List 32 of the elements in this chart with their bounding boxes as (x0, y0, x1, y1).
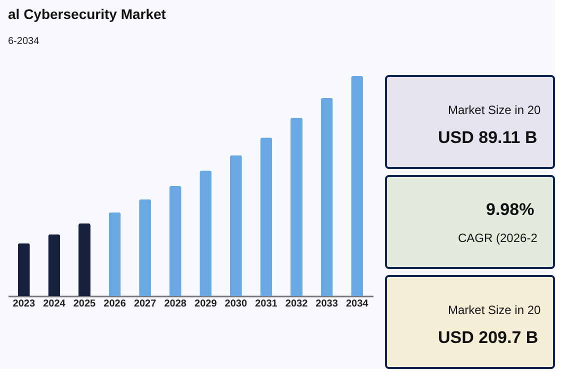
x-tick-label: 2025 (73, 298, 96, 310)
x-tick-label: 2023 (12, 298, 36, 310)
x-tick-label: 2031 (255, 298, 278, 310)
bar (351, 76, 364, 296)
chart-subtitle: 6-2034 (8, 36, 40, 47)
x-tick-label: 2026 (104, 298, 126, 310)
bar (48, 234, 60, 296)
chart-title: al Cybersecurity Market (8, 6, 166, 22)
bar (200, 170, 212, 296)
x-tick-label: 2033 (316, 298, 338, 310)
text: CAGR (2026-2 (458, 231, 538, 245)
text: USD 209.7 B (438, 328, 538, 347)
bar (230, 155, 242, 296)
x-tick-label: 2034 (346, 298, 369, 310)
bar (290, 118, 303, 296)
text: Market Size in 20 (448, 303, 542, 317)
text: Market Size in 20 (448, 103, 542, 117)
text: 9.98% (486, 200, 534, 219)
x-tick-label: 2027 (134, 298, 157, 310)
text: USD 89.11 B (438, 128, 538, 147)
x-tick-label: 2028 (164, 298, 187, 310)
bar (260, 138, 272, 296)
bar (78, 223, 90, 296)
x-tick-label: 2032 (285, 298, 308, 310)
x-tick-label: 2029 (194, 298, 218, 310)
x-tick-label: 2024 (43, 298, 66, 310)
bar (139, 199, 152, 296)
bar (320, 98, 333, 296)
bar (108, 212, 121, 296)
bar (169, 186, 182, 296)
x-tick-label: 2030 (224, 298, 248, 310)
bar (18, 243, 30, 296)
